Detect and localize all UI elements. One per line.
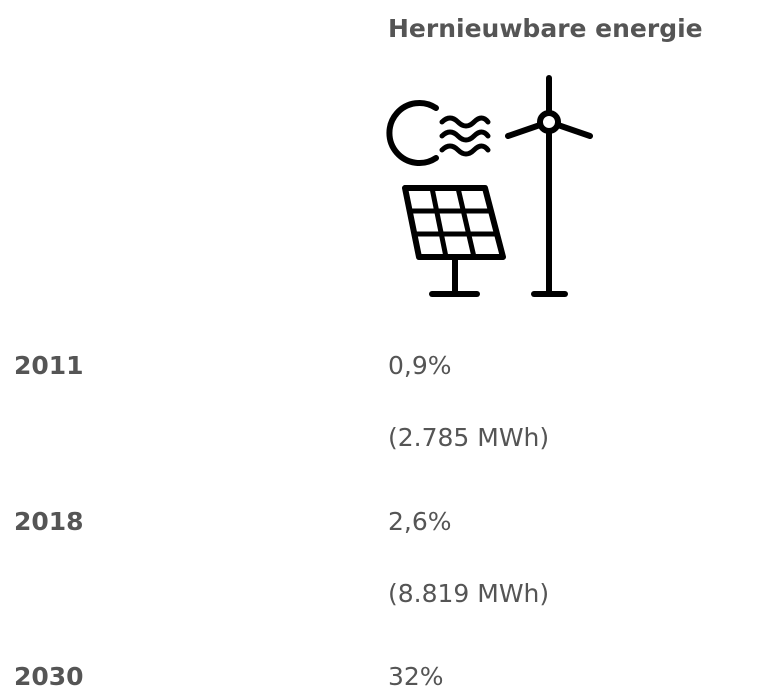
waves [439,115,491,157]
sun-crescent [386,100,439,166]
turbine-blade [555,122,593,139]
year: 2011 [14,351,84,380]
percentage: 0,9% [388,351,452,380]
percentage: 32% [388,662,444,691]
percentage: 2,6% [388,507,452,536]
turbine-blade [505,122,543,139]
amount: (8.819 MWh) [388,579,550,608]
year: 2030 [14,662,84,691]
solar-panel [402,185,506,260]
panel-grid [408,185,500,260]
year: 2018 [14,507,84,536]
turbine-hub [537,110,561,134]
renewable-icon [386,75,593,297]
amount: (2.785 MWh) [388,423,550,452]
title: Hernieuwbare energie [388,14,703,43]
